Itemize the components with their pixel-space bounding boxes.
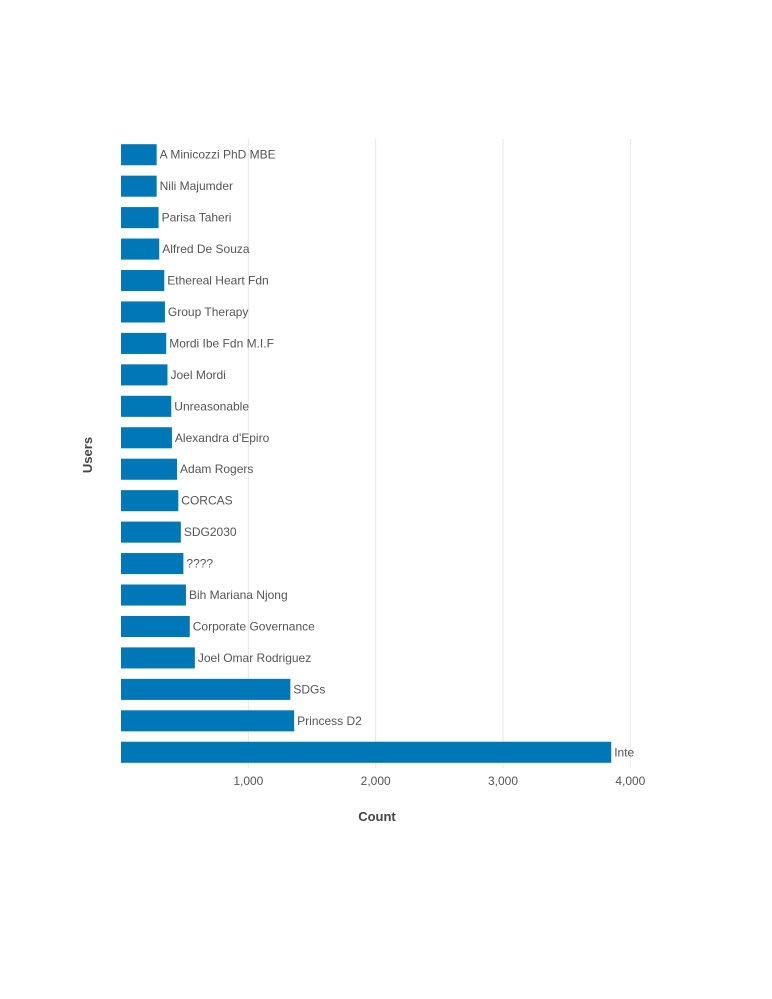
- bar[interactable]: [121, 490, 179, 512]
- bar[interactable]: [121, 584, 186, 606]
- grid-layer: [247, 139, 631, 768]
- x-tick-label: 4,000: [615, 774, 645, 788]
- bar-category-label: Nili Majumder: [160, 179, 233, 193]
- bar-category-label: Parisa Taheri: [162, 211, 232, 225]
- bar[interactable]: [121, 332, 167, 354]
- bar[interactable]: [121, 521, 181, 543]
- bar[interactable]: [121, 207, 159, 229]
- bar-category-label: Alfred De Souza: [162, 242, 250, 256]
- bar[interactable]: [121, 395, 172, 417]
- bar[interactable]: [121, 615, 190, 638]
- bar[interactable]: [121, 364, 168, 386]
- bar-category-label: Joel Mordi: [170, 368, 225, 382]
- bar[interactable]: [121, 741, 612, 763]
- bar[interactable]: [121, 553, 184, 575]
- bar-category-label: A Minicozzi PhD MBE: [160, 148, 276, 162]
- bar-category-label: SDGs: [293, 682, 325, 696]
- bar-category-label: Princess D2: [297, 714, 362, 728]
- bar[interactable]: [121, 269, 165, 292]
- bar[interactable]: [121, 238, 160, 260]
- bar[interactable]: [121, 144, 157, 166]
- bar-category-label: Adam Rogers: [180, 462, 253, 476]
- bar[interactable]: [121, 427, 172, 449]
- bar-category-label: Mordi Ibe Fdn M.I.F: [169, 336, 274, 350]
- x-tick-label: 2,000: [361, 774, 391, 788]
- bars-layer: [121, 144, 612, 763]
- bar-category-label: SDG2030: [184, 525, 237, 539]
- bar-category-label: Alexandra d'Epiro: [175, 431, 270, 445]
- bar[interactable]: [121, 458, 178, 480]
- bar[interactable]: [121, 647, 195, 669]
- bar[interactable]: [121, 678, 291, 700]
- x-axis-ticks: 1,000 2,000 3,000 4,000: [233, 774, 645, 788]
- bar-category-label: Group Therapy: [168, 305, 249, 319]
- bar-category-label: Joel Omar Rodriguez: [198, 651, 311, 665]
- x-axis-title: Count: [358, 809, 396, 824]
- x-tick-label: 1,000: [233, 774, 263, 788]
- bar-category-label: Bih Mariana Njong: [189, 588, 288, 602]
- y-axis-title: Users: [80, 437, 95, 473]
- bar-category-label: CORCAS: [181, 494, 232, 508]
- bar-category-label: Unreasonable: [174, 399, 249, 413]
- bar[interactable]: [121, 301, 165, 323]
- bar-category-label: Corporate Governance: [193, 619, 315, 633]
- bar-category-label: Inte: [614, 745, 634, 759]
- bar[interactable]: [121, 175, 157, 197]
- x-tick-label: 3,000: [488, 774, 518, 788]
- bar[interactable]: [121, 710, 295, 732]
- bar-category-label: Ethereal Heart Fdn: [167, 274, 268, 288]
- bar-category-label: ????: [186, 557, 213, 571]
- bar-labels-layer: A Minicozzi PhD MBE Nili Majumder Parisa T…: [160, 148, 635, 760]
